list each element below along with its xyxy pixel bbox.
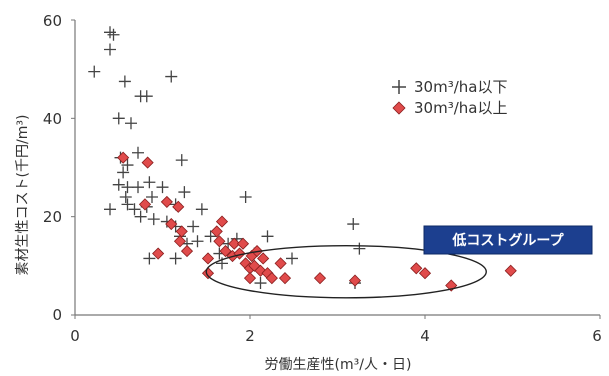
- diamond-marker: [180, 245, 194, 258]
- axes: [71, 19, 601, 319]
- y-tick-label: 60: [43, 12, 62, 30]
- diamond-marker: [348, 274, 362, 287]
- series-high-volume: [117, 151, 517, 292]
- plus-marker: [191, 235, 204, 248]
- diamond-marker: [257, 252, 270, 265]
- diamond-marker: [165, 217, 178, 231]
- plus-marker: [112, 178, 125, 191]
- diamond-marker: [160, 195, 173, 208]
- diamond-marker: [243, 272, 257, 285]
- diamond-marker: [175, 225, 188, 238]
- plus-marker: [239, 191, 252, 203]
- plus-marker: [112, 112, 125, 125]
- plus-marker: [195, 203, 208, 216]
- plus-marker: [147, 213, 160, 226]
- diamond-marker: [233, 247, 246, 260]
- x-axis-title: 労働生産性(m³/人・日): [265, 357, 412, 373]
- y-tick-labels: 0 20 40 60: [43, 12, 62, 324]
- plus-marker: [140, 90, 153, 103]
- x-tick-label: 4: [420, 327, 430, 345]
- diamond-marker: [265, 272, 278, 285]
- legend-item-high: 30m³/ha以上: [392, 99, 507, 117]
- diamond-marker: [141, 156, 154, 169]
- plus-marker: [128, 203, 141, 216]
- plus-marker: [286, 252, 298, 265]
- diamond-marker: [236, 237, 250, 250]
- plus-marker: [132, 146, 144, 159]
- plus-marker: [104, 43, 116, 56]
- x-tick-labels: 0 2 4 6: [70, 327, 602, 345]
- diamond-marker: [228, 237, 241, 250]
- diamond-marker: [213, 235, 226, 248]
- plus-marker: [119, 191, 132, 203]
- plus-marker: [143, 176, 156, 189]
- diamond-marker: [152, 247, 165, 260]
- legend-item-low: 30m³/ha以下: [392, 78, 507, 96]
- plus-marker: [88, 65, 101, 78]
- plus-marker: [121, 198, 134, 211]
- x-tick-label: 2: [245, 327, 255, 345]
- legend-marker-diamond-icon: [392, 101, 406, 115]
- callout-box: [423, 225, 593, 255]
- legend-label: 30m³/ha以下: [414, 78, 507, 96]
- plus-marker: [104, 203, 116, 216]
- plus-marker: [178, 186, 191, 199]
- y-tick-label: 0: [52, 306, 62, 324]
- plus-marker: [107, 28, 120, 41]
- diamond-marker: [418, 267, 432, 280]
- diamond-marker: [219, 245, 232, 258]
- plus-marker: [353, 242, 366, 255]
- diamond-marker: [201, 267, 215, 280]
- y-tick-label: 40: [43, 110, 62, 128]
- plus-marker: [121, 159, 134, 172]
- plus-marker: [146, 191, 158, 203]
- diamond-marker: [278, 272, 292, 285]
- diamond-marker: [173, 235, 187, 248]
- plus-marker: [118, 75, 131, 88]
- diamond-marker: [117, 151, 130, 164]
- x-tick-label: 0: [70, 327, 80, 345]
- plus-marker: [143, 252, 156, 265]
- plus-marker: [104, 26, 116, 39]
- data-points: [88, 26, 517, 292]
- plus-marker: [165, 70, 178, 83]
- diamond-marker: [274, 257, 287, 270]
- low-cost-group-callout: 低コストグループ: [423, 225, 593, 255]
- plus-marker: [261, 230, 274, 243]
- plus-marker: [254, 277, 267, 290]
- plus-marker: [117, 166, 130, 179]
- plus-marker: [121, 181, 134, 194]
- y-axis-title: 素材生性コスト(千円/m³): [15, 115, 31, 276]
- diamond-marker: [313, 272, 327, 285]
- diamond-marker: [410, 262, 423, 275]
- diamond-marker: [504, 264, 517, 277]
- plus-marker: [347, 218, 360, 231]
- diamond-marker: [138, 198, 152, 211]
- y-tick-label: 20: [43, 208, 62, 226]
- callout-label: 低コストグループ: [451, 232, 564, 249]
- plus-marker: [156, 181, 169, 194]
- x-tick-label: 6: [592, 327, 602, 345]
- low-cost-group-ellipse: [205, 244, 487, 299]
- plus-marker: [134, 210, 147, 223]
- plus-marker: [169, 252, 182, 265]
- diamond-marker: [201, 252, 215, 265]
- legend: 30m³/ha以下 30m³/ha以上: [392, 78, 507, 117]
- plus-marker: [125, 117, 137, 130]
- diamond-marker: [215, 215, 229, 228]
- plus-marker: [187, 220, 200, 233]
- plus-marker: [175, 154, 188, 167]
- plus-marker: [132, 181, 144, 194]
- legend-marker-plus-icon: [392, 80, 406, 94]
- legend-label: 30m³/ha以上: [414, 99, 507, 117]
- plus-marker: [204, 230, 217, 243]
- diamond-marker: [172, 200, 185, 213]
- diamond-marker: [210, 225, 223, 238]
